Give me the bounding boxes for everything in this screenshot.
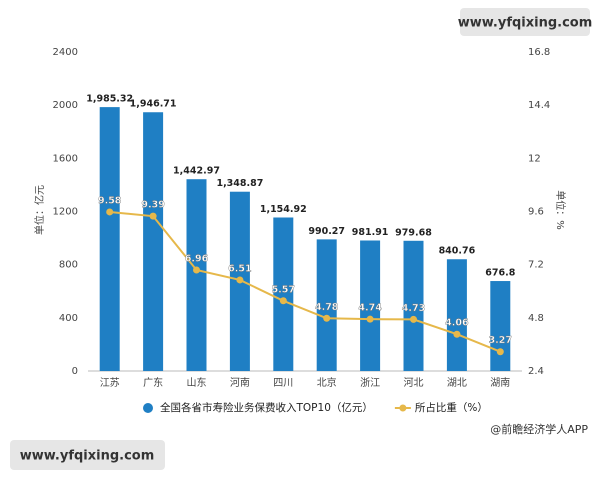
line-value-label: 6.51 (228, 263, 251, 274)
y2-tick-label: 2.4 (528, 366, 544, 377)
watermark-box (460, 8, 590, 36)
legend-label: 所占比重（%） (415, 401, 488, 414)
watermark: www.yfqixing.com (20, 449, 155, 464)
x-tick-label: 北京 (317, 376, 337, 389)
x-tick-label: 浙江 (360, 377, 380, 389)
y2-tick-label: 16.8 (528, 47, 550, 58)
watermark: www.yfqixing.com (458, 16, 593, 31)
bar-value-label: 1,154.92 (260, 204, 307, 215)
bar (403, 240, 424, 371)
y-tick-label: 1600 (53, 153, 78, 164)
y-tick-label: 400 (59, 313, 78, 324)
bar-value-label: 981.91 (352, 227, 389, 238)
bar (143, 112, 164, 372)
line-point (366, 315, 374, 323)
bar (99, 107, 120, 371)
line-point (193, 266, 200, 274)
bar-value-label: 1,442.97 (173, 166, 220, 177)
bar-value-label: 990.27 (308, 226, 345, 237)
x-tick-label: 山东 (187, 376, 207, 389)
x-tick-label: 四川 (273, 378, 293, 389)
y2-axis-label: 单位：% (554, 190, 567, 230)
legend-marker (399, 404, 407, 412)
bar (316, 239, 337, 371)
watermark-box (10, 440, 165, 470)
line-point (279, 297, 287, 305)
y-tick-label: 800 (59, 260, 78, 271)
line-value-label: 3.27 (489, 335, 512, 346)
line-point (149, 212, 157, 220)
y-tick-label: 2000 (53, 100, 78, 111)
line-value-label: 6.96 (185, 253, 209, 264)
x-tick-label: 江苏 (100, 376, 120, 389)
y2-tick-label: 12 (528, 153, 541, 164)
bar (490, 281, 511, 371)
y-tick-label: 2400 (53, 47, 78, 58)
legend-label: 全国各省市寿险业务保费收入TOP10（亿元） (160, 401, 373, 414)
x-tick-label: 广东 (143, 376, 163, 389)
bar-value-label: 979.68 (395, 227, 432, 238)
y2-tick-label: 9.6 (528, 207, 544, 218)
line-point (106, 208, 114, 216)
source: @前瞻经济学人APP (490, 422, 588, 436)
bar-value-label: 1,946.71 (130, 99, 177, 110)
x-tick-label: 河北 (404, 377, 424, 389)
bar-value-label: 1,985.32 (86, 94, 133, 105)
y2-tick-label: 4.8 (528, 313, 544, 324)
x-tick-label: 湖北 (447, 377, 467, 389)
x-tick-label: 河南 (230, 376, 250, 389)
line-value-label: 9.39 (141, 200, 164, 211)
line-point (496, 348, 504, 356)
y-axis-label: 单位：亿元 (33, 185, 46, 235)
line-value-label: 5.57 (272, 284, 295, 295)
x-tick-label: 湖南 (490, 376, 510, 389)
line-value-label: 9.58 (98, 195, 122, 206)
bar-value-label: 1,348.87 (216, 178, 263, 189)
line-point (236, 276, 244, 284)
y-tick-label: 0 (72, 366, 78, 377)
bar (273, 217, 294, 371)
bar-value-label: 676.8 (485, 268, 515, 279)
y2-tick-label: 14.4 (528, 100, 550, 111)
line-point (410, 315, 417, 323)
bar (446, 259, 467, 371)
line-value-label: 4.06 (445, 318, 469, 329)
line-point (323, 314, 331, 322)
legend-marker (143, 403, 153, 413)
y-tick-label: 1200 (53, 207, 78, 218)
bar (360, 240, 381, 371)
y2-tick-label: 7.2 (528, 260, 544, 271)
bar-value-label: 840.76 (439, 246, 476, 257)
line-value-label: 4.78 (315, 302, 339, 313)
bar (186, 179, 207, 371)
line (109, 210, 501, 353)
line-point (453, 330, 461, 338)
line-value-label: 4.73 (402, 303, 425, 314)
line-value-label: 4.74 (358, 303, 382, 314)
